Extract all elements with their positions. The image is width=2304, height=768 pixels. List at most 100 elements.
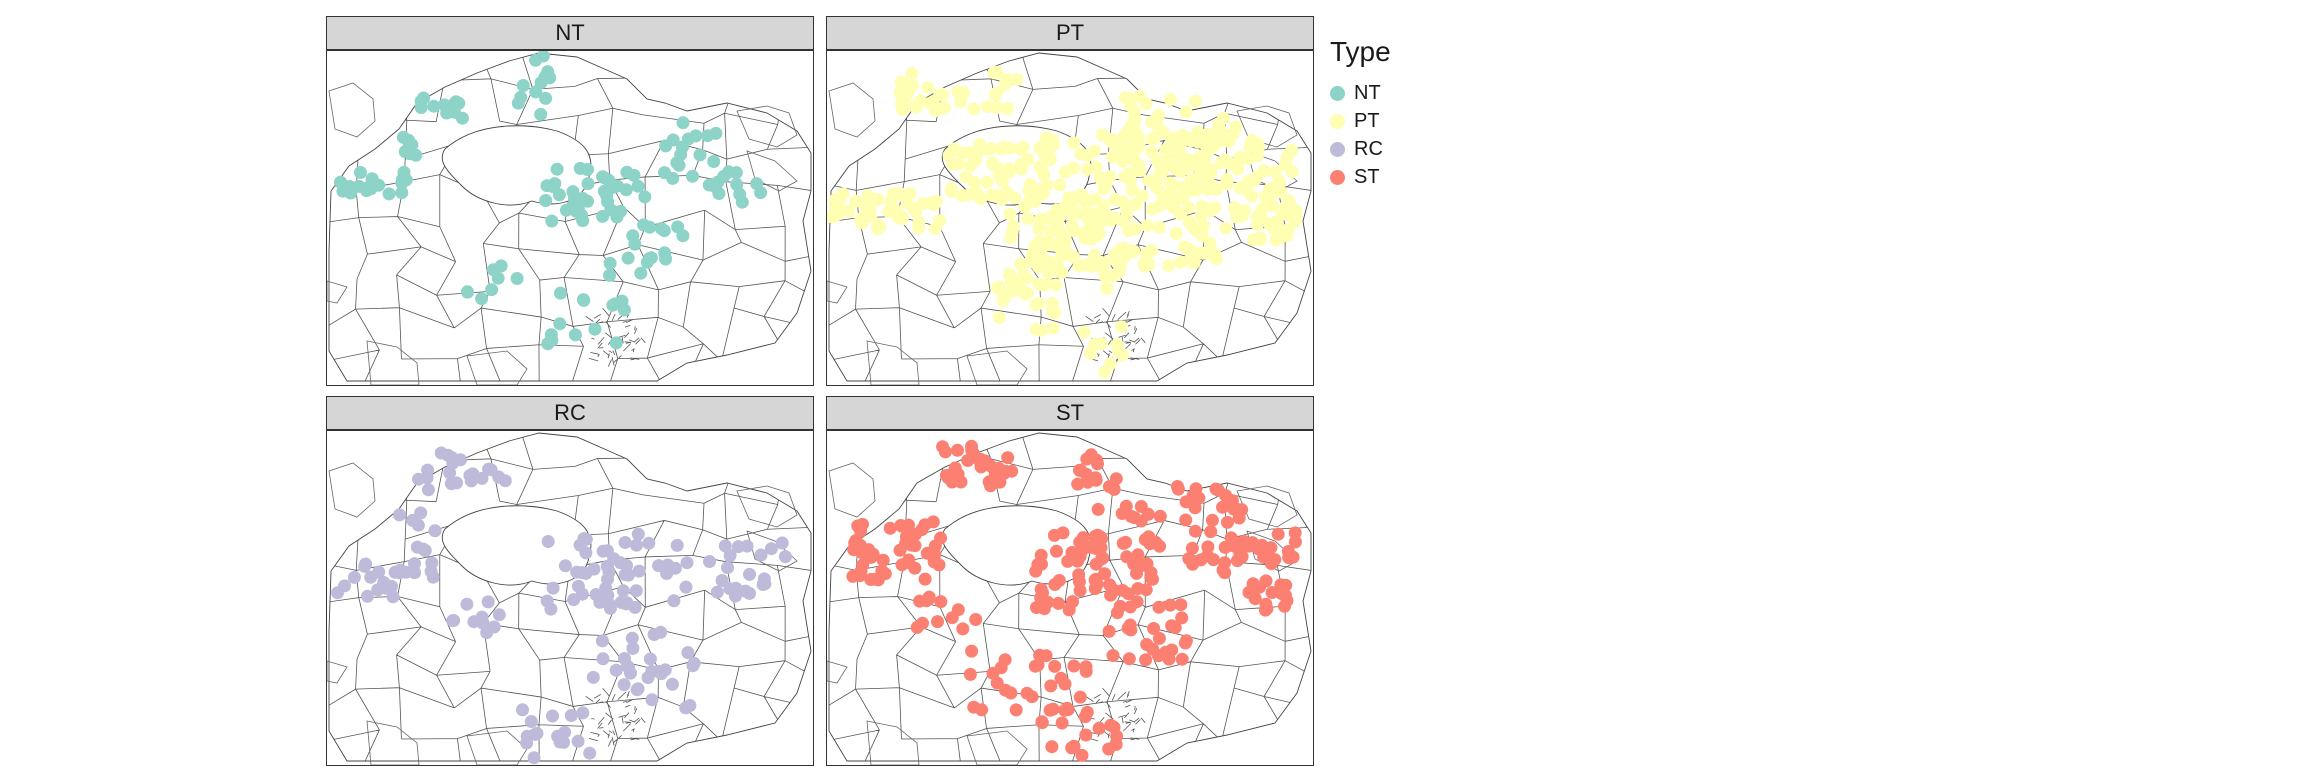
point-st <box>1255 538 1269 552</box>
legend-swatch-pt <box>1330 113 1345 129</box>
point-rc <box>540 594 554 608</box>
point-rc <box>359 557 373 571</box>
point-pt <box>1141 219 1154 233</box>
point-pt <box>898 97 912 111</box>
point-st <box>922 592 936 605</box>
point-pt <box>1203 128 1217 142</box>
point-st <box>1165 643 1179 657</box>
point-pt <box>1066 203 1080 217</box>
point-rc <box>728 589 742 603</box>
point-pt <box>980 175 994 189</box>
panel-rc: RC <box>326 396 814 766</box>
point-pt <box>849 194 863 208</box>
point-nt <box>717 170 731 183</box>
point-st <box>1168 621 1182 635</box>
point-rc <box>715 574 729 587</box>
point-pt <box>989 87 1003 100</box>
point-pt <box>1182 201 1195 215</box>
point-nt <box>614 204 627 218</box>
point-pt <box>1054 226 1068 239</box>
point-pt <box>990 281 1004 295</box>
panel-st: ST <box>826 396 1314 766</box>
point-pt <box>1276 207 1290 221</box>
point-rc <box>482 462 496 476</box>
point-st <box>1218 566 1232 580</box>
point-st <box>983 475 997 489</box>
point-rc <box>443 466 457 480</box>
point-pt <box>1217 111 1230 125</box>
point-nt <box>364 182 378 196</box>
point-st <box>1096 551 1110 565</box>
point-pt <box>1140 246 1154 260</box>
point-rc <box>654 625 668 639</box>
point-st <box>1127 511 1141 525</box>
point-rc <box>632 564 646 578</box>
point-st <box>951 443 964 457</box>
point-pt <box>1021 212 1035 225</box>
point-rc <box>642 536 656 550</box>
point-nt <box>654 222 668 235</box>
point-pt <box>1051 215 1064 229</box>
point-st <box>932 558 946 572</box>
point-nt <box>494 259 508 273</box>
point-pt <box>1197 172 1211 186</box>
point-pt <box>1145 132 1159 146</box>
point-nt <box>571 203 585 216</box>
point-st <box>1030 601 1043 614</box>
point-st <box>1233 546 1247 560</box>
point-rc <box>546 581 560 595</box>
point-rc <box>587 562 601 576</box>
point-rc <box>618 536 632 549</box>
point-pt <box>1223 156 1237 170</box>
point-st <box>1092 721 1106 735</box>
point-pt <box>990 101 1004 114</box>
facet-strip-pt: PT <box>826 16 1314 50</box>
point-pt <box>1049 278 1063 292</box>
point-pt <box>1032 222 1046 235</box>
point-st <box>908 561 922 575</box>
point-rc <box>558 559 572 573</box>
point-rc <box>721 561 734 575</box>
point-pt <box>1195 229 1209 243</box>
point-pt <box>1001 102 1015 115</box>
point-nt <box>399 173 413 187</box>
point-pt <box>998 78 1012 92</box>
point-pt <box>990 66 1004 80</box>
point-pt <box>1174 255 1188 269</box>
point-st <box>909 527 922 541</box>
point-pt <box>1233 150 1247 164</box>
point-rc <box>408 557 421 571</box>
point-rc <box>447 614 461 627</box>
point-pt <box>1034 323 1048 337</box>
point-nt <box>534 107 548 121</box>
point-st <box>961 454 975 467</box>
legend-swatch-st <box>1330 169 1345 185</box>
point-pt <box>1045 304 1059 318</box>
point-st <box>998 683 1012 697</box>
point-nt <box>396 130 410 144</box>
point-st <box>1288 526 1302 540</box>
point-st <box>1201 540 1215 554</box>
point-pt <box>1078 231 1092 245</box>
legend-label-pt: PT <box>1354 109 1380 132</box>
point-rc <box>731 540 745 554</box>
point-st <box>1025 690 1039 704</box>
point-st <box>1216 500 1229 514</box>
point-st <box>1188 524 1202 538</box>
point-pt <box>1150 118 1164 132</box>
point-rc <box>631 527 645 541</box>
point-pt <box>1152 220 1166 234</box>
point-rc <box>618 652 631 665</box>
point-st <box>1248 592 1262 606</box>
point-rc <box>553 735 567 749</box>
point-pt <box>1219 221 1233 235</box>
point-rc <box>347 570 361 584</box>
point-st <box>1139 653 1153 667</box>
point-nt <box>568 328 582 342</box>
point-pt <box>1132 135 1146 149</box>
point-nt <box>634 266 648 280</box>
point-pt <box>1002 162 1016 176</box>
point-pt <box>1037 278 1051 292</box>
point-st <box>1122 652 1136 666</box>
point-pt <box>1064 249 1078 263</box>
